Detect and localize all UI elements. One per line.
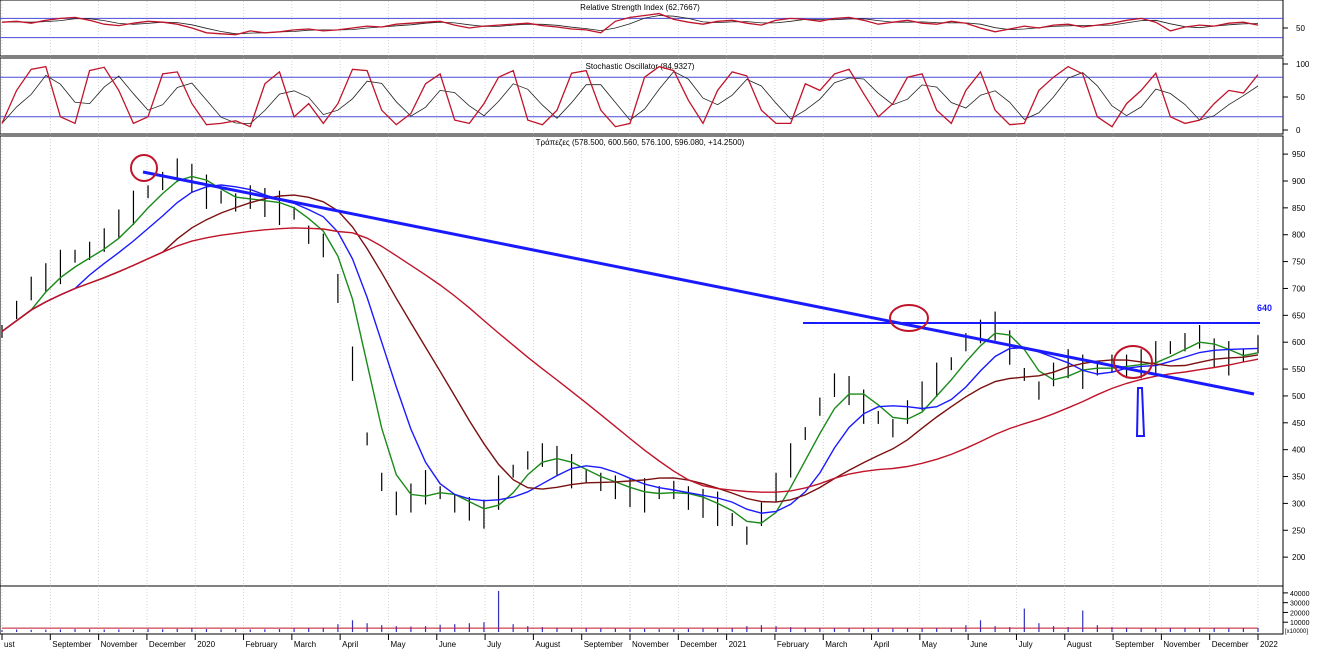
ma-longest-line: [1, 227, 1259, 493]
x-tick-label: 2022: [1260, 640, 1278, 649]
signal-line: [1, 70, 1259, 125]
ma-long-line: [1, 194, 1259, 503]
rsi-title: Relative Strength Index (62.7667): [580, 3, 700, 12]
ma-short-line: [1, 175, 1259, 524]
oscillator-line: [1, 65, 1259, 128]
y-tick-label: 450: [1292, 419, 1306, 428]
stochastic-title: Stochastic Oscillator (84.9327): [586, 62, 695, 71]
y-tick-label: 350: [1292, 473, 1306, 482]
oscillator-line: [1, 12, 1259, 36]
annotations: 640: [130, 154, 1272, 437]
x-tick-label: September: [52, 640, 91, 649]
x-tick-label: July: [487, 640, 501, 649]
x-tick-label: September: [584, 640, 623, 649]
x-tick-label: June: [970, 640, 988, 649]
y-tick-label: 50: [1296, 93, 1305, 102]
volume-layer: [1, 590, 1259, 632]
x-tick-label: April: [874, 640, 890, 649]
x-tick-label: December: [1212, 640, 1249, 649]
stochastic-panel: [0, 57, 1284, 135]
x-tick-label: ust: [4, 640, 15, 649]
rsi-layer: [0, 12, 1283, 39]
x-tick-label: June: [439, 640, 457, 649]
x-tick-label: April: [342, 640, 358, 649]
x-tick-label: 2021: [729, 640, 747, 649]
x-tick-label: February: [246, 640, 278, 649]
x-tick-label: August: [1067, 640, 1093, 649]
circle-breakout: [1113, 345, 1153, 379]
signal-line: [1, 15, 1259, 35]
y-tick-label: 650: [1292, 311, 1306, 320]
x-tick-label: November: [101, 640, 138, 649]
volume-tick-label: 10000: [1290, 620, 1310, 627]
x-tick-label: May: [390, 640, 405, 649]
x-tick-label: December: [680, 640, 717, 649]
y-tick-label: 700: [1292, 284, 1306, 293]
x-tick-label: September: [1115, 640, 1154, 649]
y-tick-label: 100: [1296, 60, 1310, 69]
y-tick-label: 900: [1292, 177, 1306, 186]
price-title: Τράπεζες (578.500, 600.560, 576.100, 596…: [536, 138, 745, 147]
stochastic-layer: [0, 65, 1283, 128]
y-tick-label: 50: [1296, 24, 1305, 33]
y-tick-label: 850: [1292, 204, 1306, 213]
x-tick-label: November: [1163, 640, 1200, 649]
y-tick-label: 500: [1292, 392, 1306, 401]
x-tick-label: March: [825, 640, 847, 649]
volume-panel: [0, 585, 1284, 635]
y-tick-label: 550: [1292, 365, 1306, 374]
x-tick-label: February: [777, 640, 809, 649]
volume-tick-label: 40000: [1290, 591, 1310, 598]
y-tick-label: 750: [1292, 258, 1306, 267]
volume-unit-label: [x10000]: [1285, 629, 1308, 635]
x-axis-labels: ust September November December 2020 February…: [1, 634, 1278, 649]
circle-peak-may: [889, 304, 929, 332]
volume-tick-label: 30000: [1290, 601, 1310, 608]
x-tick-label: 2020: [197, 640, 215, 649]
x-tick-label: December: [149, 640, 186, 649]
trendline-down: [142, 170, 1255, 396]
price-panel: [0, 135, 1284, 587]
rsi-panel: [0, 0, 1284, 57]
x-tick-label: August: [535, 640, 561, 649]
y-tick-label: 400: [1292, 446, 1306, 455]
x-tick-label: November: [632, 640, 669, 649]
x-tick-label: March: [294, 640, 316, 649]
y-tick-label: 250: [1292, 526, 1306, 535]
axes: 5005010020025030035040045050055060065070…: [1283, 24, 1310, 635]
y-tick-label: 800: [1292, 231, 1306, 240]
y-tick-label: 950: [1292, 150, 1306, 159]
arrow-marker: [1135, 387, 1146, 437]
resistance-label: 640: [1257, 303, 1272, 313]
x-tick-label: May: [922, 640, 937, 649]
grid: [1, 1, 1259, 633]
circle-peak-2019: [130, 154, 158, 182]
x-tick-label: July: [1018, 640, 1032, 649]
volume-tick-label: 20000: [1290, 610, 1310, 617]
y-tick-label: 600: [1292, 338, 1306, 347]
y-tick-label: 300: [1292, 499, 1306, 508]
y-tick-label: 200: [1292, 553, 1306, 562]
y-tick-label: 0: [1296, 126, 1301, 135]
